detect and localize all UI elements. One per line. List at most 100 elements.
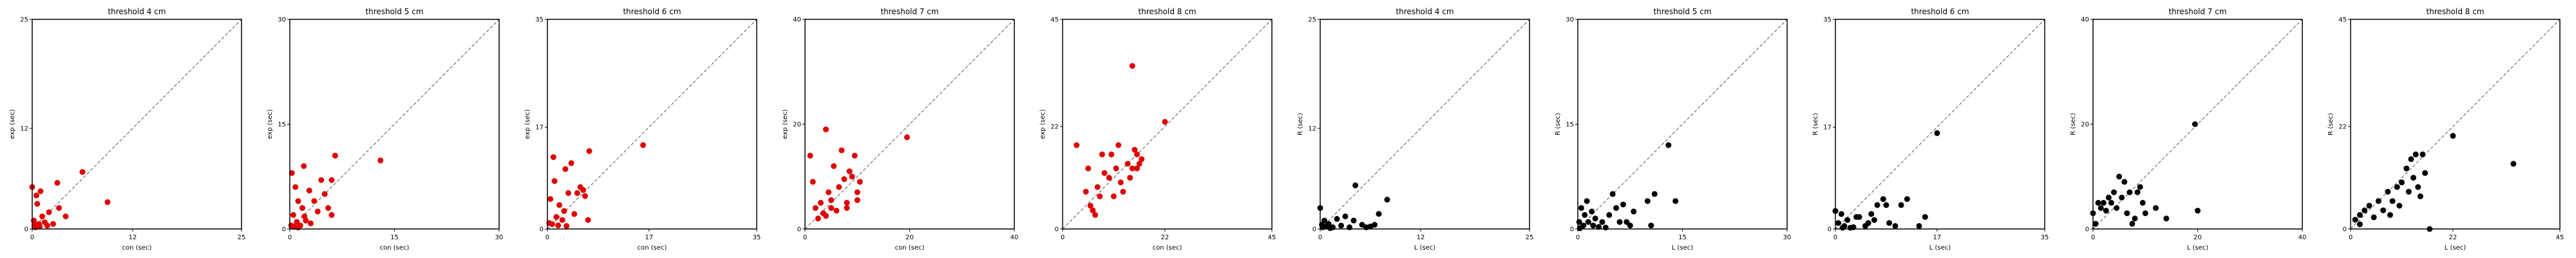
- data-point: [1585, 219, 1591, 225]
- data-point: [828, 205, 835, 211]
- y-tick-label: 45: [2338, 17, 2347, 24]
- data-point: [1350, 217, 1357, 224]
- data-point: [2103, 208, 2109, 214]
- data-point: [1115, 142, 1122, 148]
- data-point: [2417, 193, 2423, 199]
- x-tick-label: 0: [30, 234, 34, 241]
- data-point: [33, 192, 39, 199]
- data-point: [586, 148, 592, 154]
- data-point: [812, 205, 819, 211]
- data-point: [321, 191, 328, 197]
- data-point: [2412, 151, 2419, 157]
- x-tick-label: 0: [1318, 234, 1322, 241]
- data-point: [34, 201, 41, 207]
- y-tick-label: 22: [2338, 124, 2347, 131]
- data-point: [846, 168, 853, 175]
- data-point: [1342, 213, 1349, 219]
- data-point: [817, 199, 824, 206]
- data-point: [328, 177, 335, 183]
- y-tick-label: 17: [535, 124, 544, 132]
- y-tick-label: 0: [2343, 226, 2347, 233]
- y-tick-label: 35: [535, 17, 544, 24]
- data-point: [2366, 203, 2372, 209]
- data-point: [2385, 188, 2391, 195]
- y-tick-label: 0: [2085, 226, 2089, 233]
- data-point: [2111, 189, 2117, 195]
- x-tick-label: 0: [2349, 234, 2353, 241]
- data-point: [2387, 212, 2393, 218]
- y-tick-label: 0: [24, 226, 28, 233]
- data-point: [325, 205, 332, 211]
- data-point: [1874, 202, 1880, 208]
- data-point: [44, 223, 50, 229]
- data-point: [1886, 220, 1893, 226]
- data-point: [1582, 212, 1588, 218]
- chart-title: threshold 6 cm: [1911, 7, 1969, 16]
- diagonal-line: [547, 19, 757, 230]
- chart-4: 00 20 20 40 40 threshold 7 cm con (sec) exp (se…: [782, 7, 1018, 252]
- data-point: [574, 190, 580, 196]
- y-tick-label: 25: [1308, 17, 1316, 24]
- data-point: [1359, 222, 1365, 228]
- data-point: [2114, 205, 2120, 211]
- data-point: [2375, 198, 2382, 204]
- data-point: [1613, 205, 1620, 211]
- chart-8: 00 17 17 35 35 threshold 6 cm L (sec) R (sec): [1812, 7, 2049, 252]
- chart-9: 00 20 20 40 40 threshold 7 cm L (sec) R (sec): [2070, 7, 2306, 252]
- x-tick-label: 45: [2556, 234, 2564, 241]
- x-tick-label: 35: [753, 234, 761, 241]
- data-point: [1334, 215, 1340, 222]
- data-point: [849, 174, 855, 180]
- data-point: [1838, 211, 1844, 217]
- data-point: [318, 177, 325, 183]
- data-point: [2389, 198, 2396, 204]
- x-tick-label: 0: [1061, 234, 1065, 241]
- data-point: [1606, 212, 1613, 218]
- data-point: [1117, 179, 1124, 186]
- data-point: [826, 189, 832, 195]
- x-axis-label: L (sec): [2187, 244, 2209, 252]
- data-point: [2119, 194, 2125, 201]
- data-point: [1592, 215, 1598, 222]
- data-point: [1352, 182, 1359, 188]
- y-tick-label: 0: [540, 226, 544, 233]
- y-axis-label: exp (sec): [782, 109, 789, 139]
- x-tick-label: 22: [1161, 234, 1170, 241]
- data-point: [1338, 223, 1344, 229]
- chart-10: 00 22 22 45 45 threshold 8 cm L (sec) R (sec): [2327, 7, 2564, 252]
- data-point: [1132, 146, 1138, 153]
- diagonal-line: [2350, 19, 2561, 230]
- data-point: [851, 152, 858, 159]
- data-point: [1376, 211, 1382, 217]
- y-tick-label: 15: [278, 121, 286, 128]
- data-point: [104, 199, 111, 205]
- data-point: [2100, 199, 2107, 206]
- chart-5: 00 22 22 45 45 threshold 8 cm con (sec) exp (se…: [1039, 7, 1276, 252]
- data-point: [571, 211, 578, 217]
- data-point: [1844, 217, 1851, 223]
- data-point: [1120, 188, 1126, 195]
- data-point: [2415, 184, 2421, 190]
- y-tick-label: 0: [797, 226, 801, 233]
- y-tick-label: 40: [793, 17, 801, 24]
- data-point: [2410, 175, 2416, 181]
- plot-frame: [2350, 19, 2561, 230]
- data-point: [2137, 184, 2143, 190]
- y-axis-label: exp (sec): [1039, 109, 1046, 139]
- data-point: [2121, 179, 2128, 185]
- chart-title: threshold 5 cm: [365, 7, 423, 16]
- data-point: [1327, 225, 1334, 232]
- data-point: [2129, 221, 2136, 227]
- data-point: [1868, 211, 1875, 217]
- data-point: [550, 154, 556, 161]
- y-tick-label: 45: [1050, 17, 1059, 24]
- y-tick-label: 12: [20, 126, 28, 133]
- data-point: [1871, 217, 1877, 223]
- data-point: [553, 213, 560, 220]
- data-point: [1106, 175, 1112, 181]
- x-tick-label: 0: [1833, 234, 1837, 241]
- x-tick-label: 45: [1268, 234, 1276, 241]
- data-point: [1898, 202, 1904, 208]
- chart-title: threshold 4 cm: [1396, 7, 1454, 16]
